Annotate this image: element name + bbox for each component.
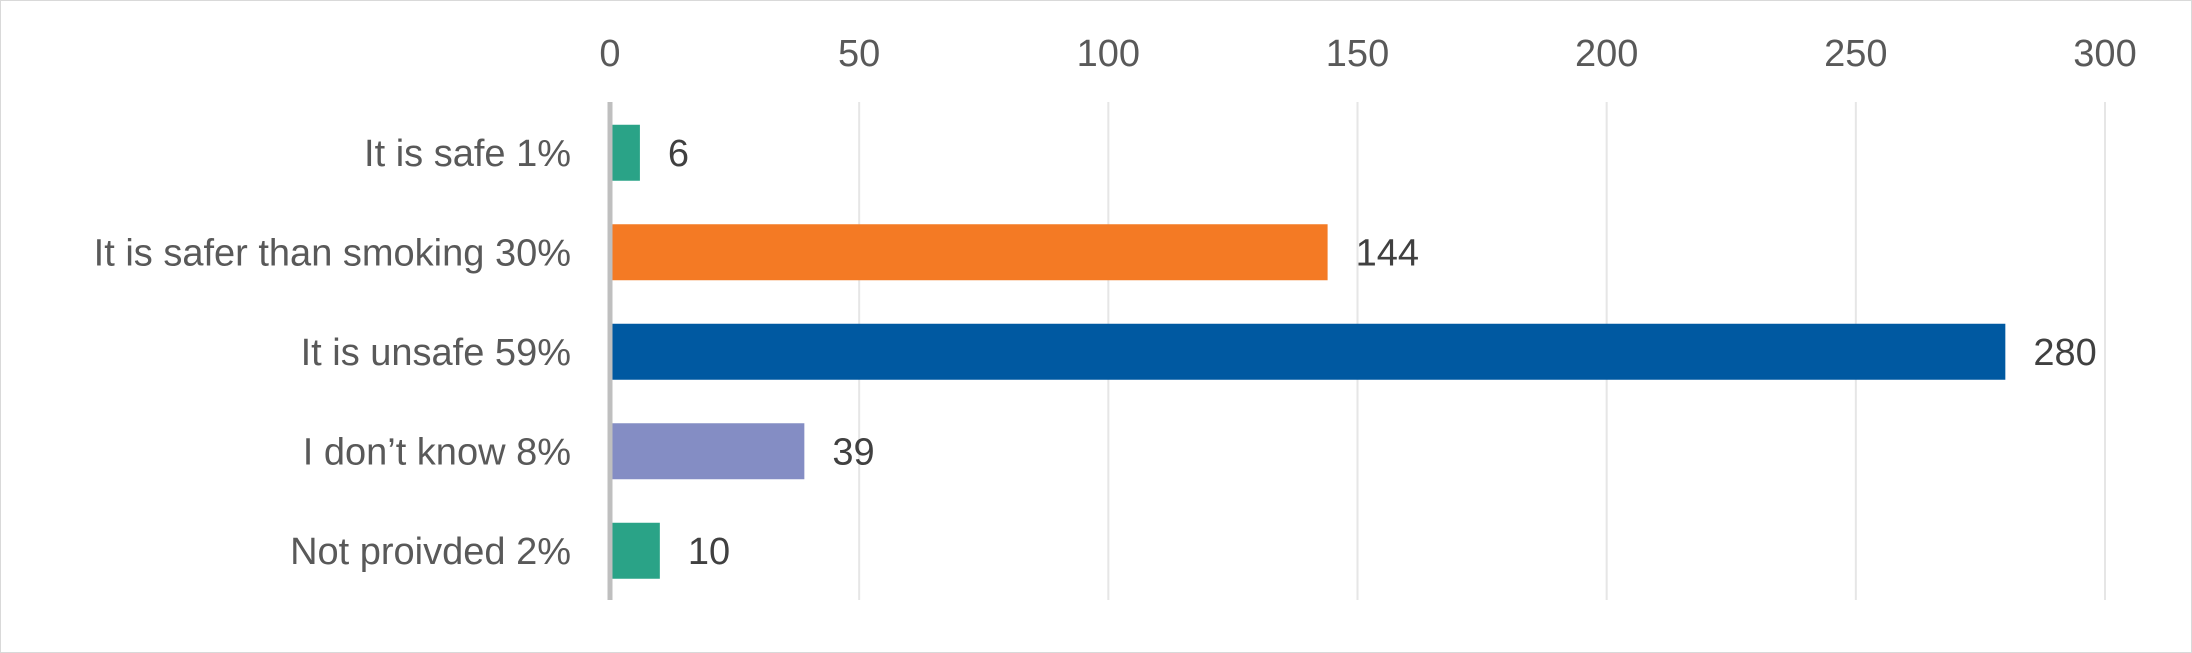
bar: [610, 423, 805, 480]
category-labels: It is safe 1% It is safer than smoking 30…: [94, 133, 571, 573]
bar: [610, 323, 2006, 380]
data-label: 144: [1356, 232, 1419, 274]
bar: [610, 224, 1328, 281]
x-tick-label: 150: [1326, 33, 1389, 75]
data-label: 39: [832, 431, 874, 473]
x-tick-label: 200: [1575, 33, 1638, 75]
bar: [610, 522, 660, 579]
category-label: Not proivded 2%: [290, 531, 571, 573]
category-label: It is unsafe 59%: [301, 332, 571, 374]
data-label: 280: [2033, 332, 2096, 374]
bars: [610, 124, 2006, 579]
category-label: I don’t know 8%: [303, 431, 571, 473]
data-label: 6: [668, 133, 689, 175]
category-label: It is safe 1%: [364, 133, 571, 175]
data-label: 10: [688, 531, 730, 573]
data-labels: 6 144 280 39 10: [668, 133, 2097, 573]
x-tick-label: 300: [2073, 33, 2136, 75]
x-tick-label: 250: [1824, 33, 1887, 75]
x-axis-ticks: 0 50 100 150 200 250 300: [599, 33, 2136, 75]
bar: [610, 124, 640, 181]
x-tick-label: 100: [1077, 33, 1140, 75]
x-tick-label: 0: [599, 33, 620, 75]
category-label: It is safer than smoking 30%: [94, 232, 571, 274]
x-tick-label: 50: [838, 33, 880, 75]
